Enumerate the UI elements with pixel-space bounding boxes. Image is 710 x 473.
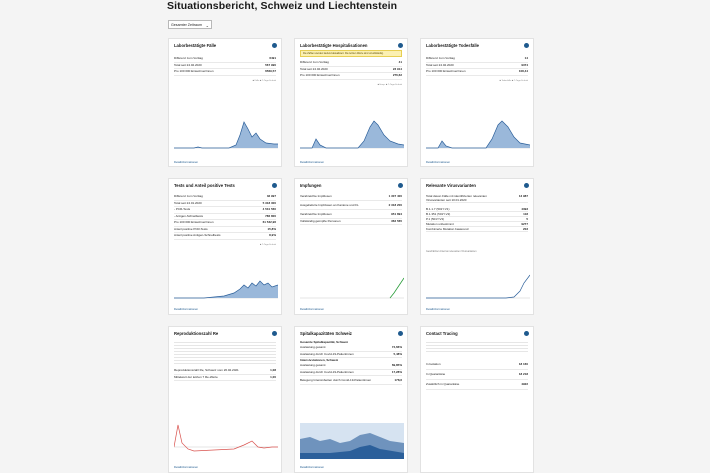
info-icon[interactable] [398, 331, 403, 336]
details-link[interactable]: Detailinformationen [426, 307, 451, 311]
info-icon[interactable] [524, 43, 529, 48]
chevron-down-icon: ⌄ [205, 23, 209, 28]
info-icon[interactable] [398, 43, 403, 48]
details-link[interactable]: Detailinformationen [426, 160, 451, 164]
details-link[interactable]: Detailinformationen [174, 307, 199, 311]
table-row: Pro 100 000 Einwohner/innen 61 532,96 [174, 220, 276, 227]
card-title: Laborbestätigte Hospitalisationen [300, 43, 368, 48]
tests-chart [174, 280, 278, 299]
info-icon[interactable] [524, 183, 529, 188]
description [174, 340, 276, 364]
table-row: Vollständig geimpfte Personen 362 565 [300, 219, 402, 225]
card-title: Contact Tracing [426, 331, 458, 336]
page-title: Situationsbericht, Schweiz und Liechtens… [167, 0, 398, 12]
card-vaccinations: Impfungen Verabreichte Impfdosen 1 307 40… [294, 178, 408, 315]
table-row: Anteil positive Antigen-Schnelltests 8,9% [174, 233, 276, 240]
card-title: Laborbestätigte Todesfälle [426, 43, 479, 48]
table-row: Total seit 24.02.2020 9374 [426, 63, 528, 69]
card-title: Spitalkapazitäten Schweiz [300, 331, 352, 336]
table-row: P.1 (501Y.V3) 5 [426, 217, 528, 222]
table-row: Pro 100 000 Einwohner/innen 276,62 [300, 73, 402, 80]
card-title: Reproduktionszahl Re [174, 331, 219, 336]
period-select-value: Gesamter Zeitraum [171, 23, 202, 27]
table-row: Belegung Intensivbetten durch Covid-19-P… [300, 378, 402, 385]
info-icon[interactable] [272, 331, 277, 336]
card-title: Tests und Anteil positive Tests [174, 183, 235, 188]
table-row: Reproduktionszahl Re, Schweiz vom 26.02.… [174, 368, 276, 375]
card-cases: Laborbestätigte Fälle Differenz zum Vort… [168, 38, 282, 167]
deaths-chart [426, 120, 530, 149]
card-hospital-capacity: Spitalkapazitäten Schweiz Gesamte Spital… [294, 326, 408, 473]
table-row: In Quarantäne 18 218 [426, 370, 528, 380]
table-row: Differenz zum Vorttag 32 997 [174, 194, 276, 201]
table-row: Total seit 24.02.2020 567 990 [174, 63, 276, 69]
variants-chart [426, 274, 530, 299]
info-icon[interactable] [272, 183, 277, 188]
card-variants: Relevante Virusvarianten Total davon Fäl… [420, 178, 534, 315]
table-row: Auslastung gesamt 74,66% [300, 345, 402, 352]
chart-legend: ■ Hosp. ■ 7-Tage-Schnitt [377, 83, 402, 86]
card-title: Relevante Virusvarianten [426, 183, 476, 188]
table-row: Ausgelieferte Impfdosen an Kantone und F… [300, 201, 402, 210]
card-reproduction: Reproduktionszahl Re Reproduktionszahl R… [168, 326, 282, 473]
card-tests: Tests und Anteil positive Tests Differen… [168, 178, 282, 315]
table-row: Auslastung durch Covid-19-Patientinnen 17… [300, 370, 402, 376]
table-row: In Isolation 18 160 [426, 360, 528, 370]
table-row: Auslastung durch Covid-19-Patientinnen 5,… [300, 352, 402, 358]
details-link[interactable]: Detailinformationen [300, 465, 325, 469]
details-link[interactable]: Detailinformationen [300, 160, 325, 164]
chart-label: Geschätzter Anteil an relevanten Virusva… [426, 250, 477, 253]
reproduction-chart [174, 424, 278, 452]
table-row: Anteil positive PCR-Tests 15,8% [174, 227, 276, 233]
table-row: Verabreichte Impfdosen 1 307 400 [300, 194, 402, 201]
hospitalisations-chart [300, 120, 404, 149]
table-row: Total seit 24.01.2020 5 318 300 [174, 201, 276, 207]
details-link[interactable]: Detailinformationen [300, 307, 325, 311]
table-row: B.1.1.7 (501Y.V1) 4393 [426, 207, 528, 212]
table-row: B.1.351 (501Y.V2) 118 [426, 212, 528, 217]
table-row: Verabreichte Impfdosen 951 894 [300, 210, 402, 219]
card-deaths: Laborbestätigte Todesfälle Differenz zum… [420, 38, 534, 167]
table-row: - Antigen-Schnelltests 786 800 [174, 214, 276, 220]
card-title: Laborbestätigte Fälle [174, 43, 217, 48]
table-row: Total davon Fälle mit identifizierten re… [426, 194, 528, 203]
table-row: Differenz zum Vorttag 41 [300, 60, 402, 67]
details-link[interactable]: Detailinformationen [174, 160, 199, 164]
table-row: Zusätzlich in Quarantäne 4922 [426, 380, 528, 390]
hospital-capacity-chart [300, 423, 404, 459]
info-icon[interactable] [272, 43, 277, 48]
table-row: - PCR-Tests 4 531 560 [174, 207, 276, 214]
table-row: Mutation unbestimmt 9277 [426, 222, 528, 227]
table-row: Kombinierte Mutation basierend 203 [426, 227, 528, 232]
details-link[interactable]: Detailinformationen [174, 465, 199, 469]
table-row: Mittelwert der letzten 7 Re-Werte 1,00 [174, 375, 276, 381]
card-contact-tracing: Contact Tracing In Isolation 18 160 In Qu… [420, 326, 534, 473]
chart-legend: ■ 7-Tage-Schnitt [259, 243, 276, 246]
description [426, 340, 528, 354]
table-row: Total seit 24.02.2020 23 914 [300, 67, 402, 73]
info-icon[interactable] [524, 331, 529, 336]
table-row: Pro 100 000 Einwohner/innen 108,44 [426, 69, 528, 76]
card-title: Impfungen [300, 183, 322, 188]
cases-chart [174, 121, 278, 149]
table-row: Auslastung gesamt 69,85% [300, 363, 402, 370]
period-select[interactable]: Gesamter Zeitraum ⌄ [168, 20, 212, 29]
section-heading: Gesamte Spitalkapazität, Schweiz [300, 340, 349, 344]
chart-legend: ■ Todesfälle ■ 7-Tage-Schnitt [499, 79, 528, 82]
vaccinations-chart [300, 277, 404, 299]
table-row: Differenz zum Vorttag 6491 [174, 56, 276, 63]
card-hospitalisations: Laborbestätigte Hospitalisationen Die Za… [294, 38, 408, 167]
warning-note: Die Zahlen werden laufend aktualisiert. … [300, 50, 402, 57]
table-row: Differenz zum Vorttag 14 [426, 56, 528, 63]
info-icon[interactable] [398, 183, 403, 188]
table-row: Pro 100 000 Einwohner/innen 6569,57 [174, 69, 276, 76]
section-heading: Intensivstationen, Schweiz [300, 358, 339, 362]
chart-legend: ■ Fälle ■ 7-Tage-Schnitt [252, 79, 276, 82]
